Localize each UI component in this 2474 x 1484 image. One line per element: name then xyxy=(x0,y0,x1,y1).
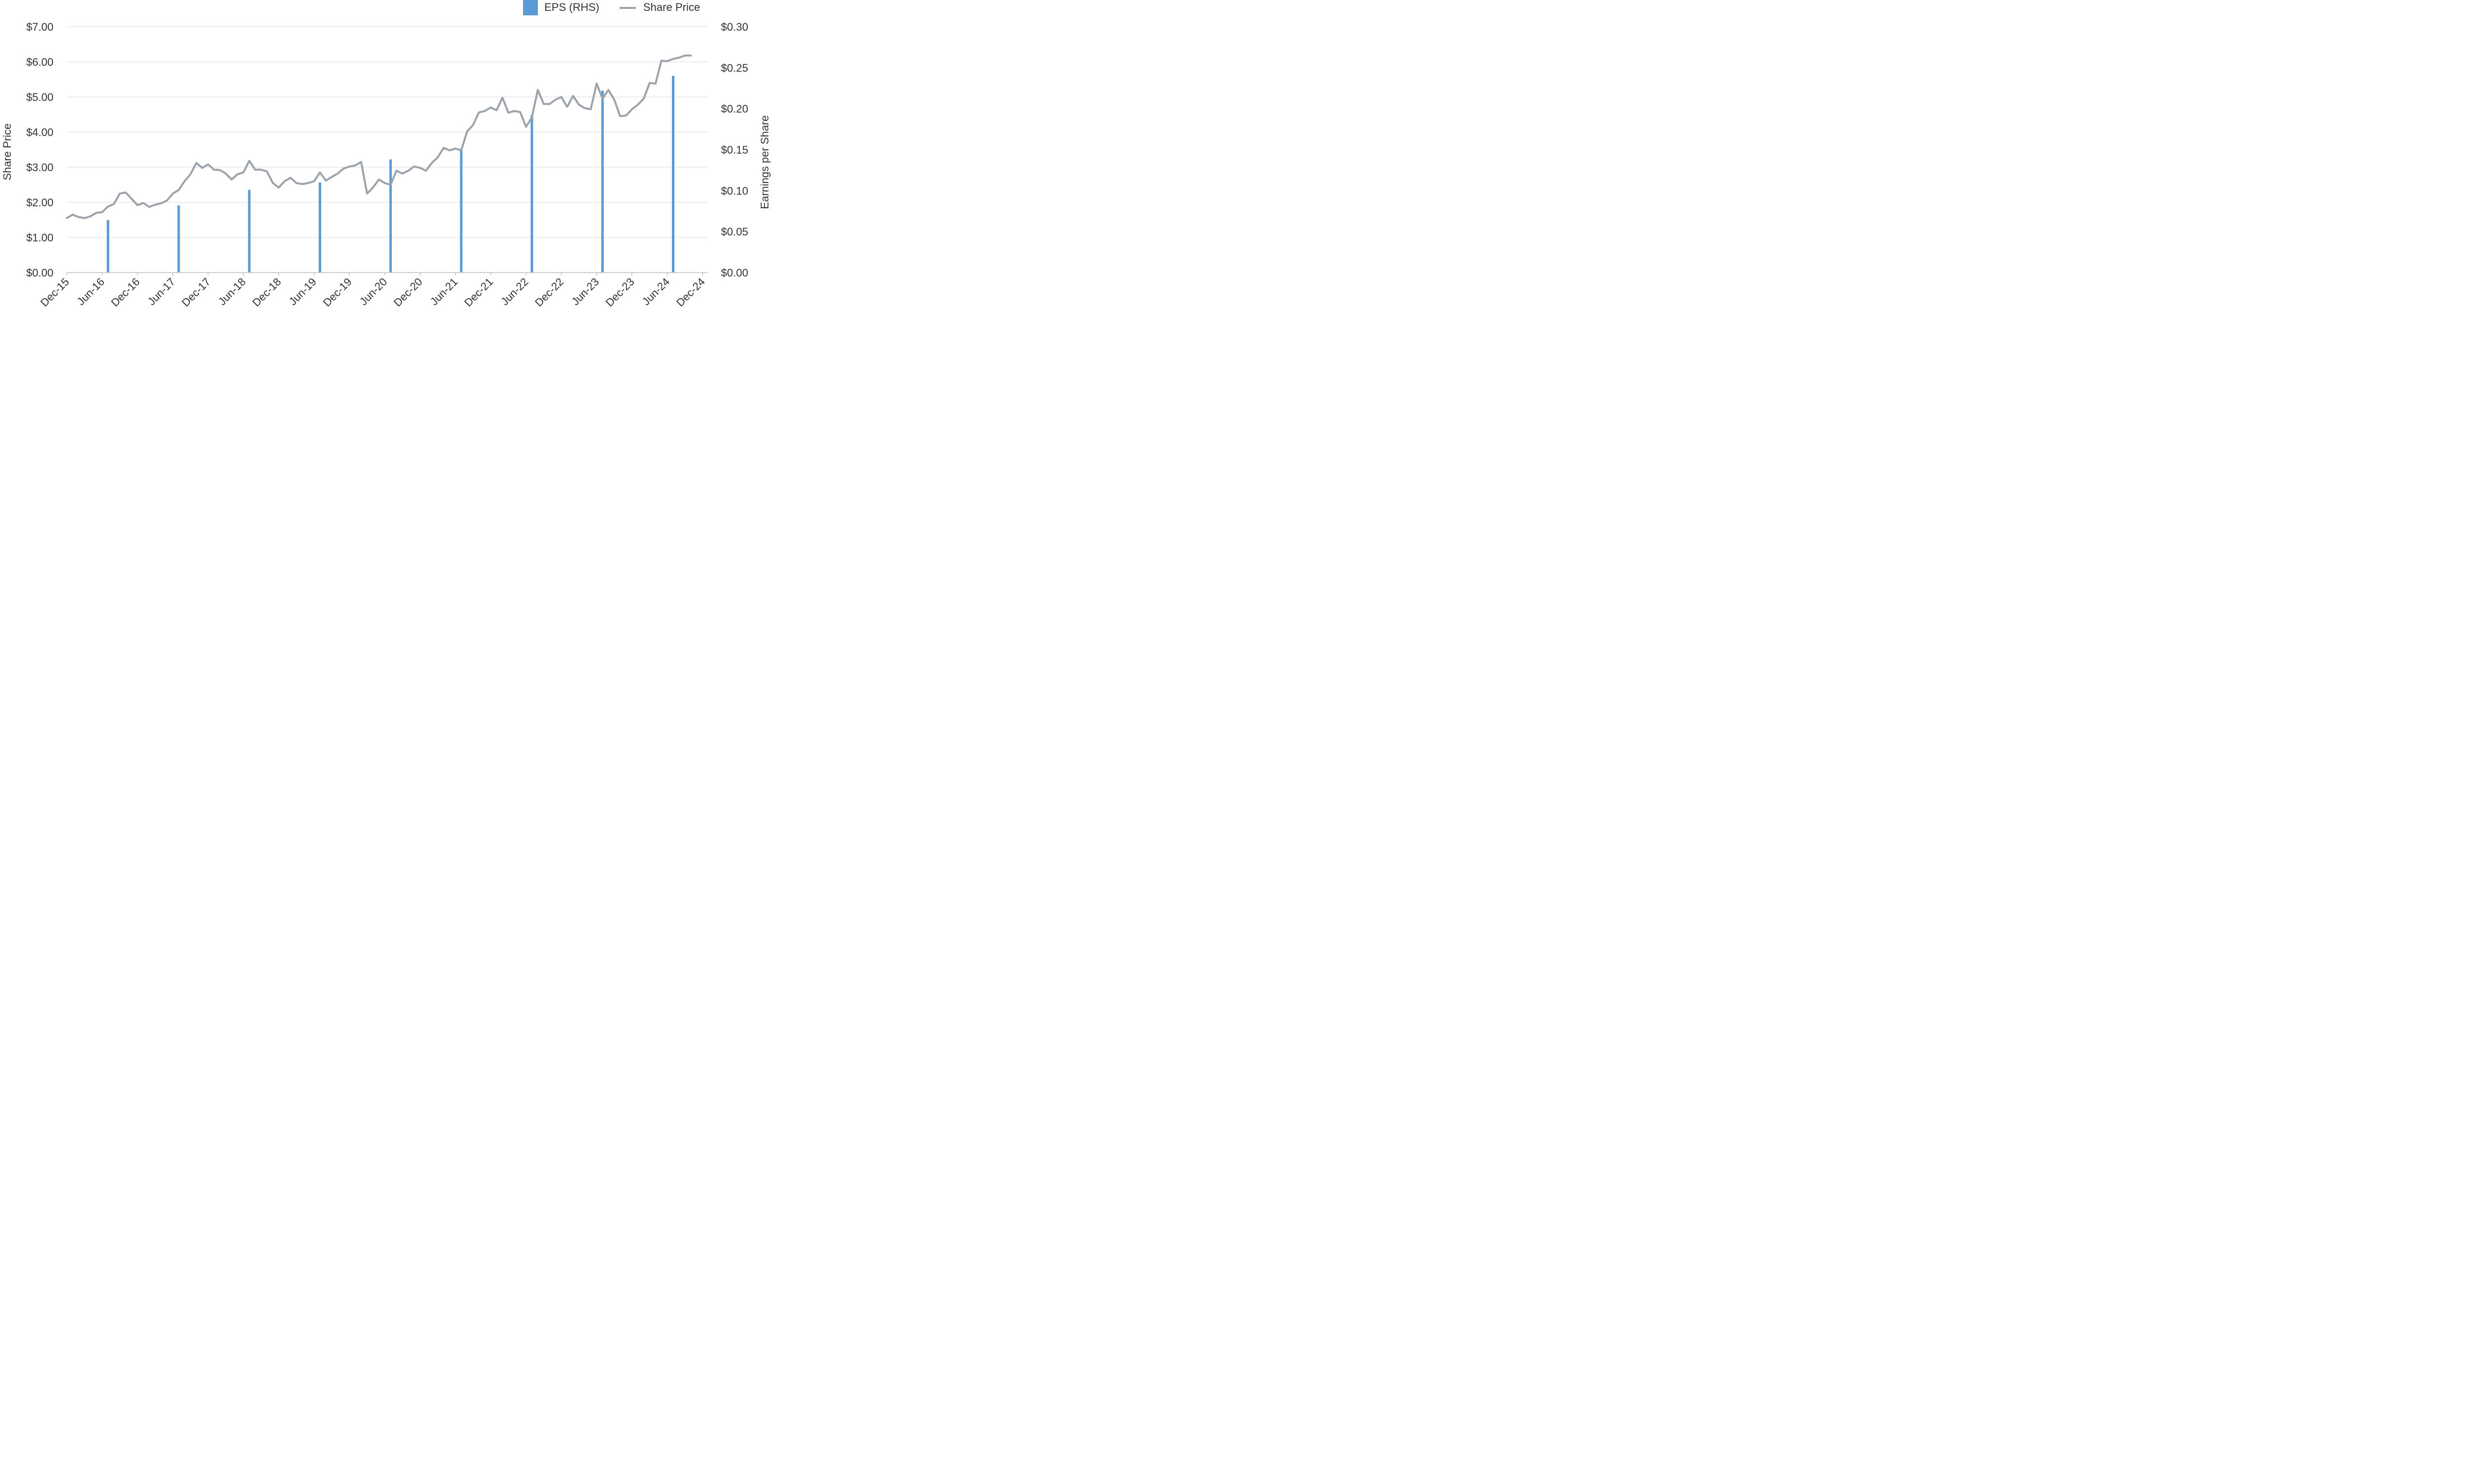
eps-bar xyxy=(530,115,533,273)
y-left-tick-label: $0.00 xyxy=(26,267,53,279)
y-axis-left-title: Share Price xyxy=(1,124,13,181)
x-tick-label: Jun-17 xyxy=(145,276,177,308)
x-tick-label: Jun-20 xyxy=(357,276,389,308)
x-tick-label: Jun-21 xyxy=(428,276,460,308)
x-tick-label: Dec-23 xyxy=(603,276,637,309)
y-left-tick-label: $1.00 xyxy=(26,232,53,244)
eps-bar xyxy=(177,205,180,273)
eps-bar xyxy=(248,189,251,273)
x-tick-label: Dec-16 xyxy=(108,276,142,309)
x-tick-label: Dec-18 xyxy=(250,276,284,309)
y-right-tick-label: $0.20 xyxy=(721,103,748,115)
y-right-tick-label: $0.30 xyxy=(721,21,748,33)
x-tick-label: Dec-24 xyxy=(674,276,708,309)
y-right-tick-label: $0.05 xyxy=(721,226,748,238)
y-right-tick-label: $0.00 xyxy=(721,267,748,279)
x-tick-label: Dec-22 xyxy=(532,276,566,309)
y-left-tick-label: $6.00 xyxy=(26,56,53,68)
eps-bars xyxy=(106,76,675,273)
eps-bar xyxy=(672,76,675,273)
share-price-line-group xyxy=(66,54,692,219)
x-tick-label: Jun-22 xyxy=(498,276,530,308)
x-tick-label: Dec-17 xyxy=(179,276,213,309)
eps-bar xyxy=(389,159,392,273)
x-tick-label: Dec-21 xyxy=(462,276,495,309)
x-tick-label: Jun-23 xyxy=(569,276,601,308)
y-left-tick-label: $5.00 xyxy=(26,91,53,103)
y-axis-right-title: Earnings per Share xyxy=(759,115,771,209)
y-right-tick-label: $0.10 xyxy=(721,185,748,197)
legend-label-share-price: Share Price xyxy=(643,1,700,13)
chart-svg: $0.00 $1.00 $2.00 $3.00 $4.00 $5.00 $6.00 $7.00… xyxy=(1,0,771,309)
gridlines xyxy=(67,26,708,238)
x-tick-label: Jun-24 xyxy=(640,276,672,308)
eps-bar xyxy=(106,220,109,273)
x-tick-label: Dec-19 xyxy=(321,276,354,309)
x-tick-label: Dec-15 xyxy=(38,276,72,309)
legend: EPS (RHS) Share Price xyxy=(523,0,700,15)
y-left-tick-label: $2.00 xyxy=(26,196,53,209)
axes: $0.00 $1.00 $2.00 $3.00 $4.00 $5.00 $6.00 $7.00… xyxy=(26,21,748,309)
y-right-tick-label: $0.25 xyxy=(721,62,748,74)
eps-bar xyxy=(601,91,604,273)
x-tick-label: Jun-18 xyxy=(216,276,248,308)
eps-bar xyxy=(460,148,463,273)
legend-label-eps: EPS (RHS) xyxy=(544,1,599,13)
x-tick-label: Jun-16 xyxy=(75,276,107,308)
y-left-tick-label: $4.00 xyxy=(26,126,53,139)
x-tick-label: Dec-20 xyxy=(391,276,425,309)
y-left-tick-label: $7.00 xyxy=(26,21,53,33)
y-left-tick-label: $3.00 xyxy=(26,161,53,174)
legend-swatch-eps xyxy=(523,0,538,15)
x-tick-label: Jun-19 xyxy=(286,276,319,308)
chart: $0.00 $1.00 $2.00 $3.00 $4.00 $5.00 $6.00 $7.00… xyxy=(0,0,776,322)
share-price-line xyxy=(66,54,692,219)
eps-bar xyxy=(319,182,322,273)
y-right-tick-label: $0.15 xyxy=(721,144,748,156)
